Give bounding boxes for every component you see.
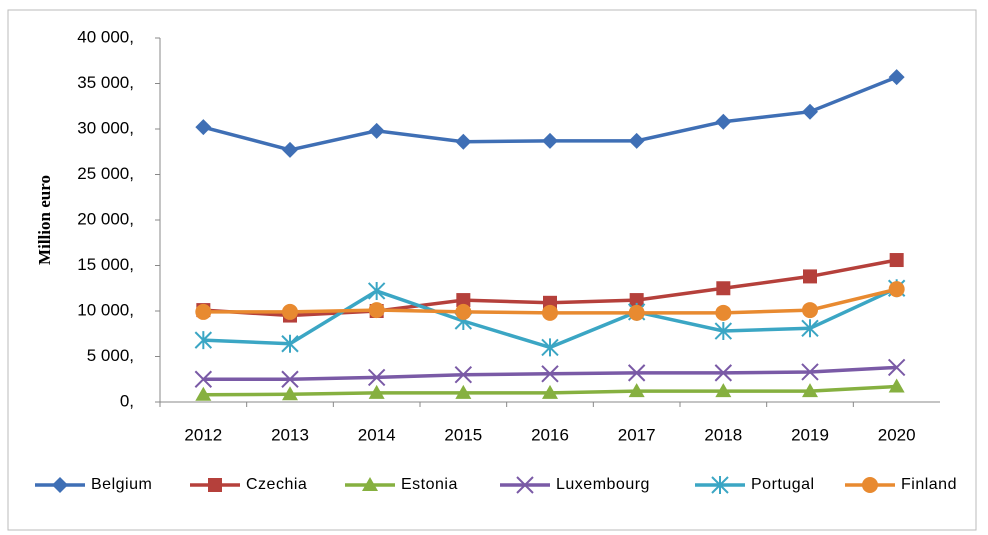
marker bbox=[282, 386, 298, 401]
marker bbox=[802, 302, 818, 319]
marker bbox=[888, 378, 905, 393]
legend-marker bbox=[208, 478, 222, 492]
legend-marker bbox=[862, 477, 878, 493]
x-tick-label: 2016 bbox=[531, 425, 569, 444]
marker bbox=[281, 334, 299, 353]
y-tick-label: 40 000, bbox=[77, 27, 134, 46]
y-tick-label: 35 000, bbox=[77, 73, 134, 92]
legend-marker bbox=[516, 476, 534, 494]
marker bbox=[714, 322, 733, 341]
marker bbox=[887, 358, 906, 377]
marker bbox=[716, 281, 731, 296]
marker bbox=[627, 364, 646, 382]
marker bbox=[542, 132, 558, 149]
marker bbox=[281, 370, 299, 388]
legend-label: Portugal bbox=[751, 476, 815, 493]
marker bbox=[195, 386, 212, 401]
marker bbox=[801, 319, 819, 338]
marker bbox=[628, 304, 645, 321]
x-tick-label: 2018 bbox=[704, 425, 742, 444]
x-tick-label: 2020 bbox=[878, 425, 916, 444]
marker bbox=[715, 304, 732, 321]
marker bbox=[367, 368, 386, 387]
marker bbox=[541, 365, 559, 383]
legend-marker bbox=[362, 477, 378, 491]
marker bbox=[456, 293, 471, 308]
marker bbox=[455, 303, 472, 320]
legend-label: Luxembourg bbox=[556, 476, 650, 493]
marker bbox=[542, 384, 558, 399]
marker bbox=[802, 383, 818, 398]
x-tick-label: 2015 bbox=[444, 425, 482, 444]
marker bbox=[368, 122, 385, 139]
marker bbox=[282, 141, 298, 158]
marker bbox=[628, 383, 645, 398]
marker bbox=[715, 113, 732, 130]
legend-label: Estonia bbox=[401, 476, 458, 493]
marker bbox=[629, 293, 644, 308]
y-tick-label: 10 000, bbox=[77, 300, 134, 319]
marker bbox=[455, 384, 472, 399]
marker bbox=[801, 363, 819, 381]
x-tick-label: 2017 bbox=[618, 425, 656, 444]
marker bbox=[542, 304, 558, 321]
marker bbox=[282, 303, 298, 320]
marker bbox=[628, 132, 645, 149]
marker bbox=[368, 302, 385, 319]
legend-label: Czechia bbox=[246, 476, 307, 493]
y-tick-label: 5 000, bbox=[87, 346, 134, 365]
x-tick-label: 2013 bbox=[271, 425, 309, 444]
marker bbox=[803, 269, 817, 284]
marker bbox=[714, 364, 733, 382]
marker bbox=[454, 365, 473, 384]
legend-marker bbox=[711, 476, 729, 494]
marker bbox=[194, 331, 213, 350]
y-tick-label: 0, bbox=[120, 391, 134, 410]
marker bbox=[368, 384, 385, 399]
marker bbox=[541, 338, 559, 357]
marker bbox=[888, 281, 905, 298]
marker bbox=[455, 133, 472, 150]
legend-marker bbox=[52, 477, 68, 493]
marker bbox=[195, 303, 212, 320]
marker bbox=[888, 69, 905, 86]
y-tick-label: 20 000, bbox=[77, 209, 134, 228]
y-tick-label: 25 000, bbox=[77, 164, 134, 183]
y-tick-label: 15 000, bbox=[77, 255, 134, 274]
marker bbox=[195, 119, 212, 136]
marker bbox=[802, 103, 818, 120]
y-axis-label: Million euro bbox=[35, 175, 54, 265]
legend-label: Belgium bbox=[91, 476, 152, 493]
marker bbox=[889, 253, 904, 268]
x-tick-label: 2012 bbox=[184, 425, 222, 444]
legend-label: Finland bbox=[901, 476, 957, 493]
x-tick-label: 2019 bbox=[791, 425, 829, 444]
x-tick-label: 2014 bbox=[358, 425, 396, 444]
chart-frame bbox=[7, 9, 977, 531]
y-tick-label: 30 000, bbox=[77, 118, 134, 137]
marker bbox=[715, 383, 732, 398]
marker bbox=[194, 370, 213, 388]
marker bbox=[367, 281, 386, 300]
